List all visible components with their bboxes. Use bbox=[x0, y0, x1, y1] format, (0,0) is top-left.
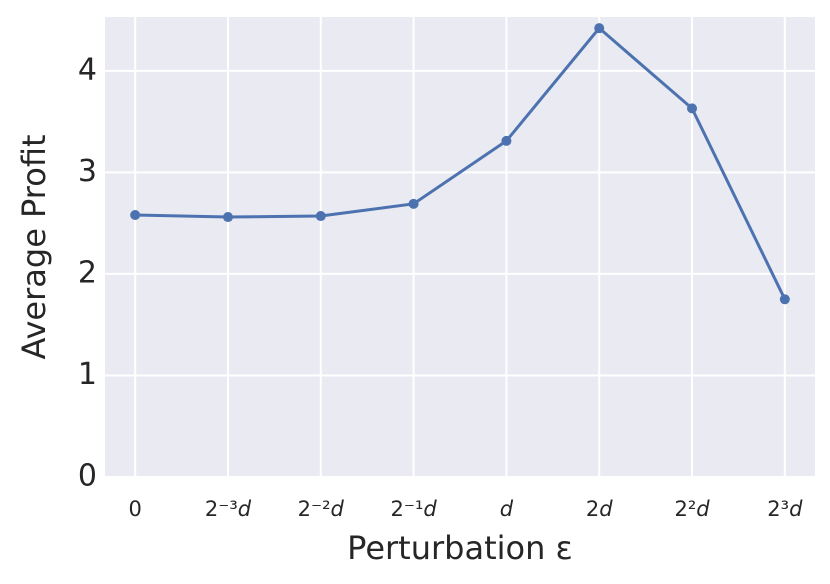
x-tick-label: 2³d bbox=[767, 497, 803, 521]
x-tick-label: 2⁻³d bbox=[205, 497, 252, 521]
point bbox=[594, 23, 605, 34]
point bbox=[408, 198, 419, 209]
y-tick-label: 2 bbox=[78, 255, 97, 290]
x-tick-label: 0 bbox=[128, 497, 141, 521]
point bbox=[779, 294, 790, 305]
y-tick-label: 0 bbox=[78, 459, 97, 494]
x-tick-label: d bbox=[500, 497, 514, 521]
x-tick-label: 2d bbox=[586, 497, 613, 521]
point bbox=[130, 210, 141, 221]
plot-area bbox=[105, 17, 815, 477]
point bbox=[687, 103, 698, 114]
x-tick-label: 2⁻¹d bbox=[390, 497, 437, 521]
x-axis-label: Perturbation ε bbox=[347, 529, 573, 567]
y-tick-label: 1 bbox=[78, 357, 97, 392]
point bbox=[501, 135, 512, 146]
y-axis-label: Average Profit bbox=[15, 134, 53, 359]
line bbox=[135, 26, 787, 300]
y-tick-label: 4 bbox=[78, 52, 97, 87]
point bbox=[315, 211, 326, 222]
x-tick-label: 2⁻²d bbox=[298, 497, 345, 521]
x-tick-label: 2²d bbox=[674, 497, 710, 521]
y-tick-label: 3 bbox=[78, 154, 97, 189]
point bbox=[222, 212, 233, 223]
